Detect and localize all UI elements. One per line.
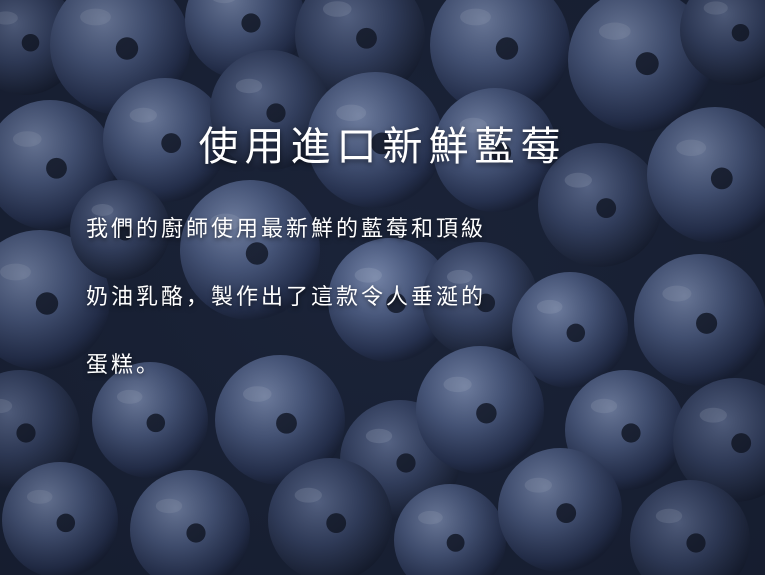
- blueberry-crown-shape: [696, 312, 718, 334]
- blueberry-highlight-shape: [210, 213, 241, 231]
- blueberry-highlight-shape: [524, 477, 552, 493]
- blueberry-crown-shape: [491, 143, 512, 164]
- blueberry-highlight-shape: [0, 11, 18, 25]
- blueberry-highlight-shape: [655, 508, 683, 524]
- blueberry-highlight-shape: [0, 398, 13, 414]
- blueberry-crown-shape: [476, 293, 496, 313]
- description-line: 奶油乳酪，製作出了這款令人垂涎的: [86, 285, 487, 310]
- blueberry-crown-shape: [686, 533, 706, 553]
- blueberry-highlight-shape: [26, 489, 53, 504]
- blueberry-crown-shape: [276, 412, 297, 434]
- blueberry-crown-shape: [326, 513, 347, 534]
- blueberry-highlight-shape: [536, 299, 563, 314]
- blueberry-highlight-shape: [459, 117, 487, 133]
- blueberry-highlight-shape: [242, 386, 272, 402]
- blueberry-highlight-shape: [155, 498, 183, 514]
- blueberry-crown-shape: [161, 133, 182, 154]
- blueberry-highlight-shape: [446, 269, 473, 284]
- blueberry-shape: [130, 470, 250, 575]
- blueberry-crown-shape: [245, 242, 269, 265]
- blueberry-highlight-shape: [213, 0, 235, 4]
- blueberry-crown-shape: [446, 533, 465, 552]
- blueberry-shape: [630, 480, 750, 575]
- blueberry-highlight-shape: [0, 263, 31, 281]
- blueberry-crown-shape: [495, 37, 519, 60]
- blueberry-highlight-shape: [91, 204, 114, 216]
- blueberry-shape: [680, 0, 765, 85]
- blueberry-highlight-shape: [564, 172, 592, 188]
- blueberry-crown-shape: [731, 433, 752, 454]
- blueberry-highlight-shape: [12, 131, 42, 147]
- blueberry-crown-shape: [386, 293, 407, 314]
- blueberry-highlight-shape: [676, 139, 707, 156]
- blueberry-highlight-shape: [294, 487, 322, 503]
- blueberry-crown-shape: [117, 224, 133, 241]
- blueberry-highlight-shape: [336, 104, 367, 121]
- blueberry-shape: [394, 484, 506, 575]
- blueberry-crown-shape: [266, 103, 286, 123]
- blueberry-highlight-shape: [662, 285, 692, 302]
- blueberry-crown-shape: [115, 37, 139, 60]
- blueberry-highlight-shape: [365, 428, 393, 444]
- description-line: 我們的廚師使用最新鮮的藍莓和頂級: [86, 217, 487, 242]
- blueberry-highlight-shape: [116, 389, 143, 404]
- description-line: 蛋糕。: [86, 353, 162, 378]
- blueberry-crown-shape: [16, 423, 36, 443]
- blueberry-highlight-shape: [443, 376, 472, 393]
- blueberry-highlight-shape: [235, 78, 263, 94]
- blueberry-crown-shape: [186, 523, 206, 543]
- blueberry-highlight-shape: [80, 8, 111, 26]
- blueberry-crown-shape: [21, 33, 40, 52]
- blueberry-shape: [0, 370, 80, 490]
- blueberry-crown-shape: [621, 423, 641, 443]
- blueberry-crown-shape: [476, 402, 497, 424]
- blueberry-highlight-shape: [354, 267, 382, 283]
- blueberry-highlight-shape: [460, 8, 491, 26]
- blueberry-shape: [430, 0, 570, 115]
- description-paragraph: 我們的廚師使用最新鮮的藍莓和頂級 奶油乳酪，製作出了這款令人垂涎的 蛋糕。: [86, 196, 686, 400]
- blueberry-crown-shape: [46, 157, 67, 179]
- blueberry-crown-shape: [370, 132, 393, 155]
- blueberry-highlight-shape: [699, 407, 727, 423]
- blueberry-crown-shape: [566, 323, 586, 343]
- blueberry-highlight-shape: [129, 107, 157, 123]
- heading: 使用進口新鮮藍莓: [198, 124, 567, 170]
- blueberry-crown-shape: [396, 453, 416, 473]
- blueberry-crown-shape: [146, 413, 166, 433]
- blueberry-highlight-shape: [322, 1, 352, 17]
- blueberry-crown-shape: [731, 23, 750, 42]
- blueberry-crown-shape: [596, 198, 617, 219]
- blueberry-crown-shape: [356, 27, 377, 49]
- blueberry-highlight-shape: [590, 398, 618, 414]
- blueberry-highlight-shape: [703, 1, 728, 15]
- blueberry-crown-shape: [635, 52, 659, 76]
- blueberry-crown-shape: [35, 292, 59, 315]
- blueberry-crown-shape: [710, 167, 733, 190]
- blueberry-crown-shape: [556, 503, 577, 524]
- blueberry-shape: [647, 107, 765, 243]
- blueberry-shape: [673, 378, 765, 502]
- blueberry-crown-shape: [241, 13, 261, 33]
- blueberry-highlight-shape: [418, 510, 443, 525]
- blueberry-crown-shape: [56, 513, 76, 533]
- blueberry-highlight-shape: [598, 22, 631, 40]
